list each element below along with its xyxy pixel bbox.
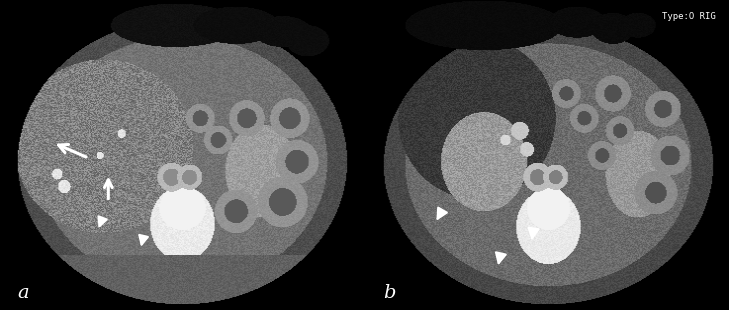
Text: a: a <box>17 284 29 302</box>
Text: Type:O RIG: Type:O RIG <box>662 12 715 21</box>
Text: b: b <box>383 284 396 302</box>
